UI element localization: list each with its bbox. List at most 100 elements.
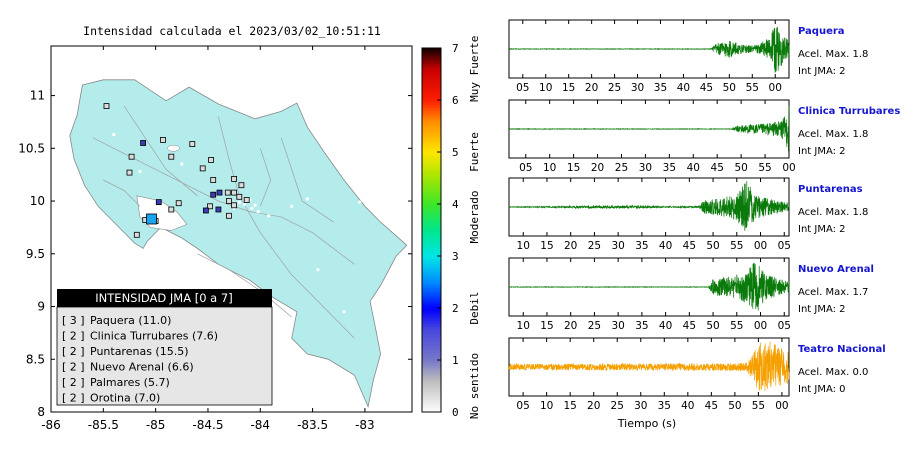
waveform-tick-label: 20 [564, 240, 577, 252]
waveform-tick-label: 20 [587, 400, 600, 412]
legend-item-name: Clinica Turrubares (7.6) [90, 330, 218, 343]
station-markers [103, 103, 250, 238]
station-marker [231, 175, 238, 182]
waveform-panel: 05 10 15 20 25 30 35 40 45 50 55 00 Paquera Acel. Max… [508, 19, 868, 94]
waveform-tick-label: 35 [663, 162, 676, 174]
station-marker [210, 191, 217, 198]
waveform-trace [508, 181, 790, 231]
waveform-int-jma: Int JMA: 2 [798, 146, 846, 157]
waveform-tick-label: 20 [564, 320, 577, 332]
map-title: Intensidad calculada el 2023/03/02_10:51… [83, 24, 381, 38]
waveform-tick-label: 25 [588, 240, 601, 252]
legend-item-name: Nuevo Arenal (6.6) [90, 361, 194, 374]
station-marker [215, 206, 222, 213]
waveform-tick-label: 55 [758, 162, 771, 174]
waveform-tick-label: 35 [635, 320, 648, 332]
waveform-tick-label: 45 [705, 400, 718, 412]
waveform-accel-max: Acel. Max. 0.0 [798, 367, 868, 378]
map-x-tick-label: -85 [146, 418, 166, 432]
waveform-tick-label: 50 [728, 400, 741, 412]
map-x-axis: -86 -85.5 -85 -84.5 -84 -83.5 -83 [41, 46, 375, 432]
waveform-station-name: Puntarenas [798, 184, 863, 195]
station-marker [236, 193, 243, 200]
colorbar-tick-label: 3 [452, 250, 459, 263]
station-marker [210, 177, 217, 183]
waveform-panel: 10 15 20 25 30 35 40 45 50 55 00 05 Puntarenas Acel. … [508, 177, 868, 252]
waveform-panel: 10 15 20 25 30 35 40 45 50 55 00 05 Nuevo Arenal Acel… [508, 257, 874, 332]
waveform-tick-label: 55 [730, 320, 743, 332]
station-marker [202, 207, 209, 214]
waveform-accel-max: Acel. Max. 1.7 [798, 287, 868, 298]
waveform-tick-label: 50 [734, 162, 747, 174]
colorbar-tick-label: 7 [452, 42, 459, 55]
waveform-tick-label: 10 [517, 240, 530, 252]
waveform-tick-label: 55 [752, 400, 765, 412]
waveform-int-jma: Int JMA: 0 [798, 384, 846, 395]
colorbar-category-label: Fuerte [468, 132, 481, 172]
waveform-accel-max: Acel. Max. 1.8 [798, 129, 868, 140]
legend-item: [ 2 ] Puntarenas (15.5) [62, 345, 189, 358]
waveform-tick-label: 00 [775, 400, 788, 412]
waveform-tick-label: 40 [687, 162, 700, 174]
map-x-tick-label: -84.5 [192, 418, 223, 432]
waveform-tick-label: 25 [588, 320, 601, 332]
waveform-station-name: Paquera [798, 26, 845, 37]
costa-rica-landmass [69, 79, 408, 409]
waveform-station-name: Nuevo Arenal [798, 264, 874, 275]
waveform-tick-label: 05 [516, 82, 529, 94]
station-marker [168, 206, 175, 213]
waveform-tick-label: 30 [611, 240, 624, 252]
station-marker [224, 189, 231, 196]
station-marker [225, 212, 232, 219]
station-marker-max [146, 213, 157, 225]
waveform-tick-label: 15 [563, 400, 576, 412]
waveform-tick-label: 45 [683, 320, 696, 332]
station-marker [103, 103, 110, 109]
station-marker [126, 169, 133, 176]
waveform-tick-label: 05 [778, 240, 791, 252]
station-marker [160, 136, 166, 143]
intensity-colorbar: 0 1 2 3 4 5 6 7 No sentido Debil Moderado Fuerte Mu… [421, 36, 481, 419]
colorbar-tick-label: 1 [452, 354, 459, 367]
waveform-tick-label: 45 [711, 162, 724, 174]
waveform-int-jma: Int JMA: 2 [798, 304, 846, 315]
legend-item-name: Puntarenas (15.5) [90, 345, 189, 358]
colorbar-tick-label: 6 [452, 94, 459, 107]
station-marker [225, 198, 232, 204]
waveform-tick-label: 15 [562, 82, 575, 94]
waveform-tick-label: 30 [634, 400, 647, 412]
legend-item: [ 2 ] Clinica Turrubares (7.6) [62, 330, 218, 343]
colorbar-tick-label: 4 [452, 198, 459, 211]
waveform-tick-label: 50 [706, 240, 719, 252]
map-x-tick-label: -83 [355, 418, 375, 432]
station-marker [243, 197, 250, 203]
colorbar-tick-label: 0 [452, 406, 459, 419]
map-x-tick-label: -85.5 [88, 418, 119, 432]
station-marker [133, 231, 140, 238]
station-marker [168, 153, 175, 160]
map-y-axis: 8 8.5 9 9.5 10 10.5 11 [18, 89, 412, 419]
map-y-tick-label: 10 [30, 194, 45, 208]
station-marker [231, 202, 238, 209]
waveform-accel-max: Acel. Max. 1.8 [798, 207, 868, 218]
station-marker [155, 199, 162, 206]
station-marker [128, 153, 135, 160]
waveform-tick-label: 35 [654, 82, 667, 94]
waveform-tick-label: 05 [519, 162, 532, 174]
waveform-tick-label: 10 [517, 320, 530, 332]
waveform-trace [508, 263, 790, 311]
map-x-tick-label: -83.5 [297, 418, 328, 432]
waveform-tick-label: 20 [585, 82, 598, 94]
legend-item: [ 2 ] Nuevo Arenal (6.6) [62, 361, 194, 374]
waveform-trace [508, 106, 790, 152]
legend-item: [ 2 ] Palmares (5.7) [62, 376, 170, 389]
legend-item-name: Orotina (7.0) [90, 392, 160, 405]
waveform-panel: 05 10 15 20 25 30 35 40 45 50 55 00 Teatro Nacional A… [508, 337, 886, 412]
map-x-tick-label: -86 [41, 418, 61, 432]
waveform-tick-label: 35 [635, 240, 648, 252]
waveform-station-name: Clinica Turrubares [798, 106, 900, 117]
station-marker [216, 189, 223, 196]
map-x-tick-label: -84 [250, 418, 270, 432]
waveform-tick-label: 05 [778, 320, 791, 332]
